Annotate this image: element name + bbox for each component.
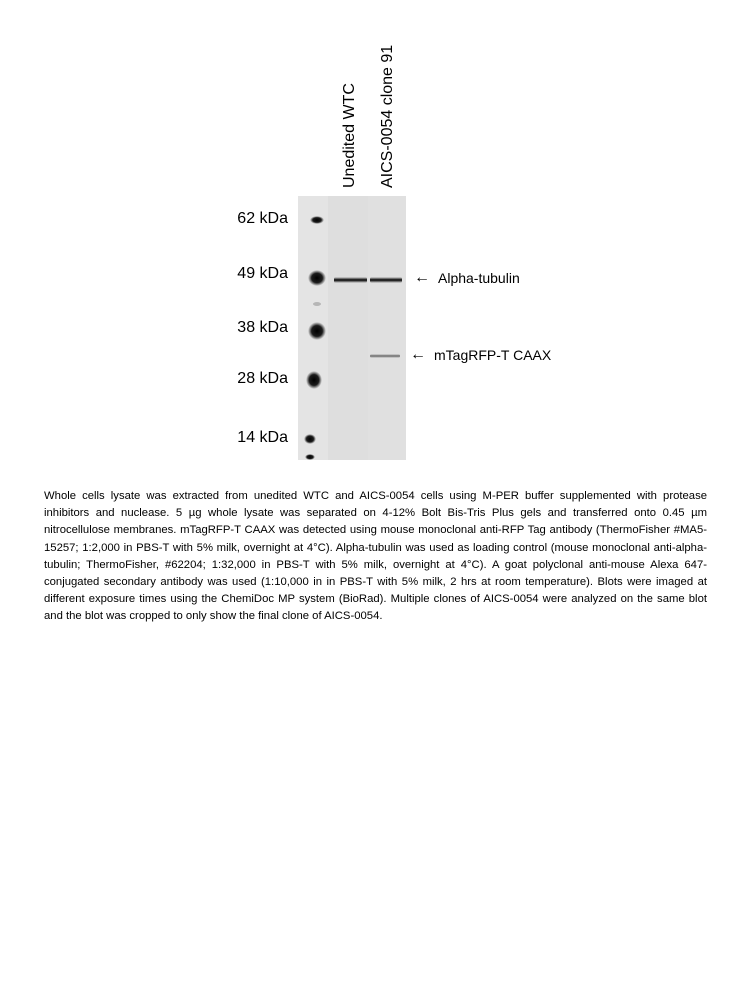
figure-caption: Whole cells lysate was extracted from un… <box>44 490 707 623</box>
marker-label-28kda: 28 kDa <box>237 370 288 387</box>
left-arrow-icon: ← <box>410 346 426 363</box>
marker-label-38kda: 38 kDa <box>237 319 288 336</box>
marker-label-14kda: 14 kDa <box>237 429 288 446</box>
lane-label-aics-0054-clone-91: AICS-0054 clone 91 <box>379 44 396 188</box>
marker-label-62kda: 62 kDa <box>237 210 288 227</box>
western-blot-image <box>298 196 406 460</box>
lane-label-unedited-wtc: Unedited WTC <box>341 83 358 188</box>
alpha-tubulin-band-lane1 <box>334 277 367 283</box>
left-arrow-icon: ← <box>414 269 430 286</box>
mtagrfp-t-caax-band-lane2 <box>370 354 400 358</box>
ladder-band-38 <box>308 322 326 340</box>
marker-label-49kda: 49 kDa <box>237 265 288 282</box>
mtagrfp-t-caax-annotation: ← mTagRFP-T CAAX <box>410 346 552 364</box>
ladder-band-14 <box>304 434 316 444</box>
alpha-tubulin-annotation: ← Alpha-tubulin <box>414 269 520 287</box>
alpha-tubulin-band-lane2 <box>370 277 402 283</box>
mtagrfp-t-caax-label: mTagRFP-T CAAX <box>434 347 552 363</box>
ladder-band-49 <box>308 270 326 286</box>
alpha-tubulin-label: Alpha-tubulin <box>438 270 520 286</box>
ladder-band-28 <box>306 371 322 389</box>
ladder-band-62 <box>310 216 324 224</box>
